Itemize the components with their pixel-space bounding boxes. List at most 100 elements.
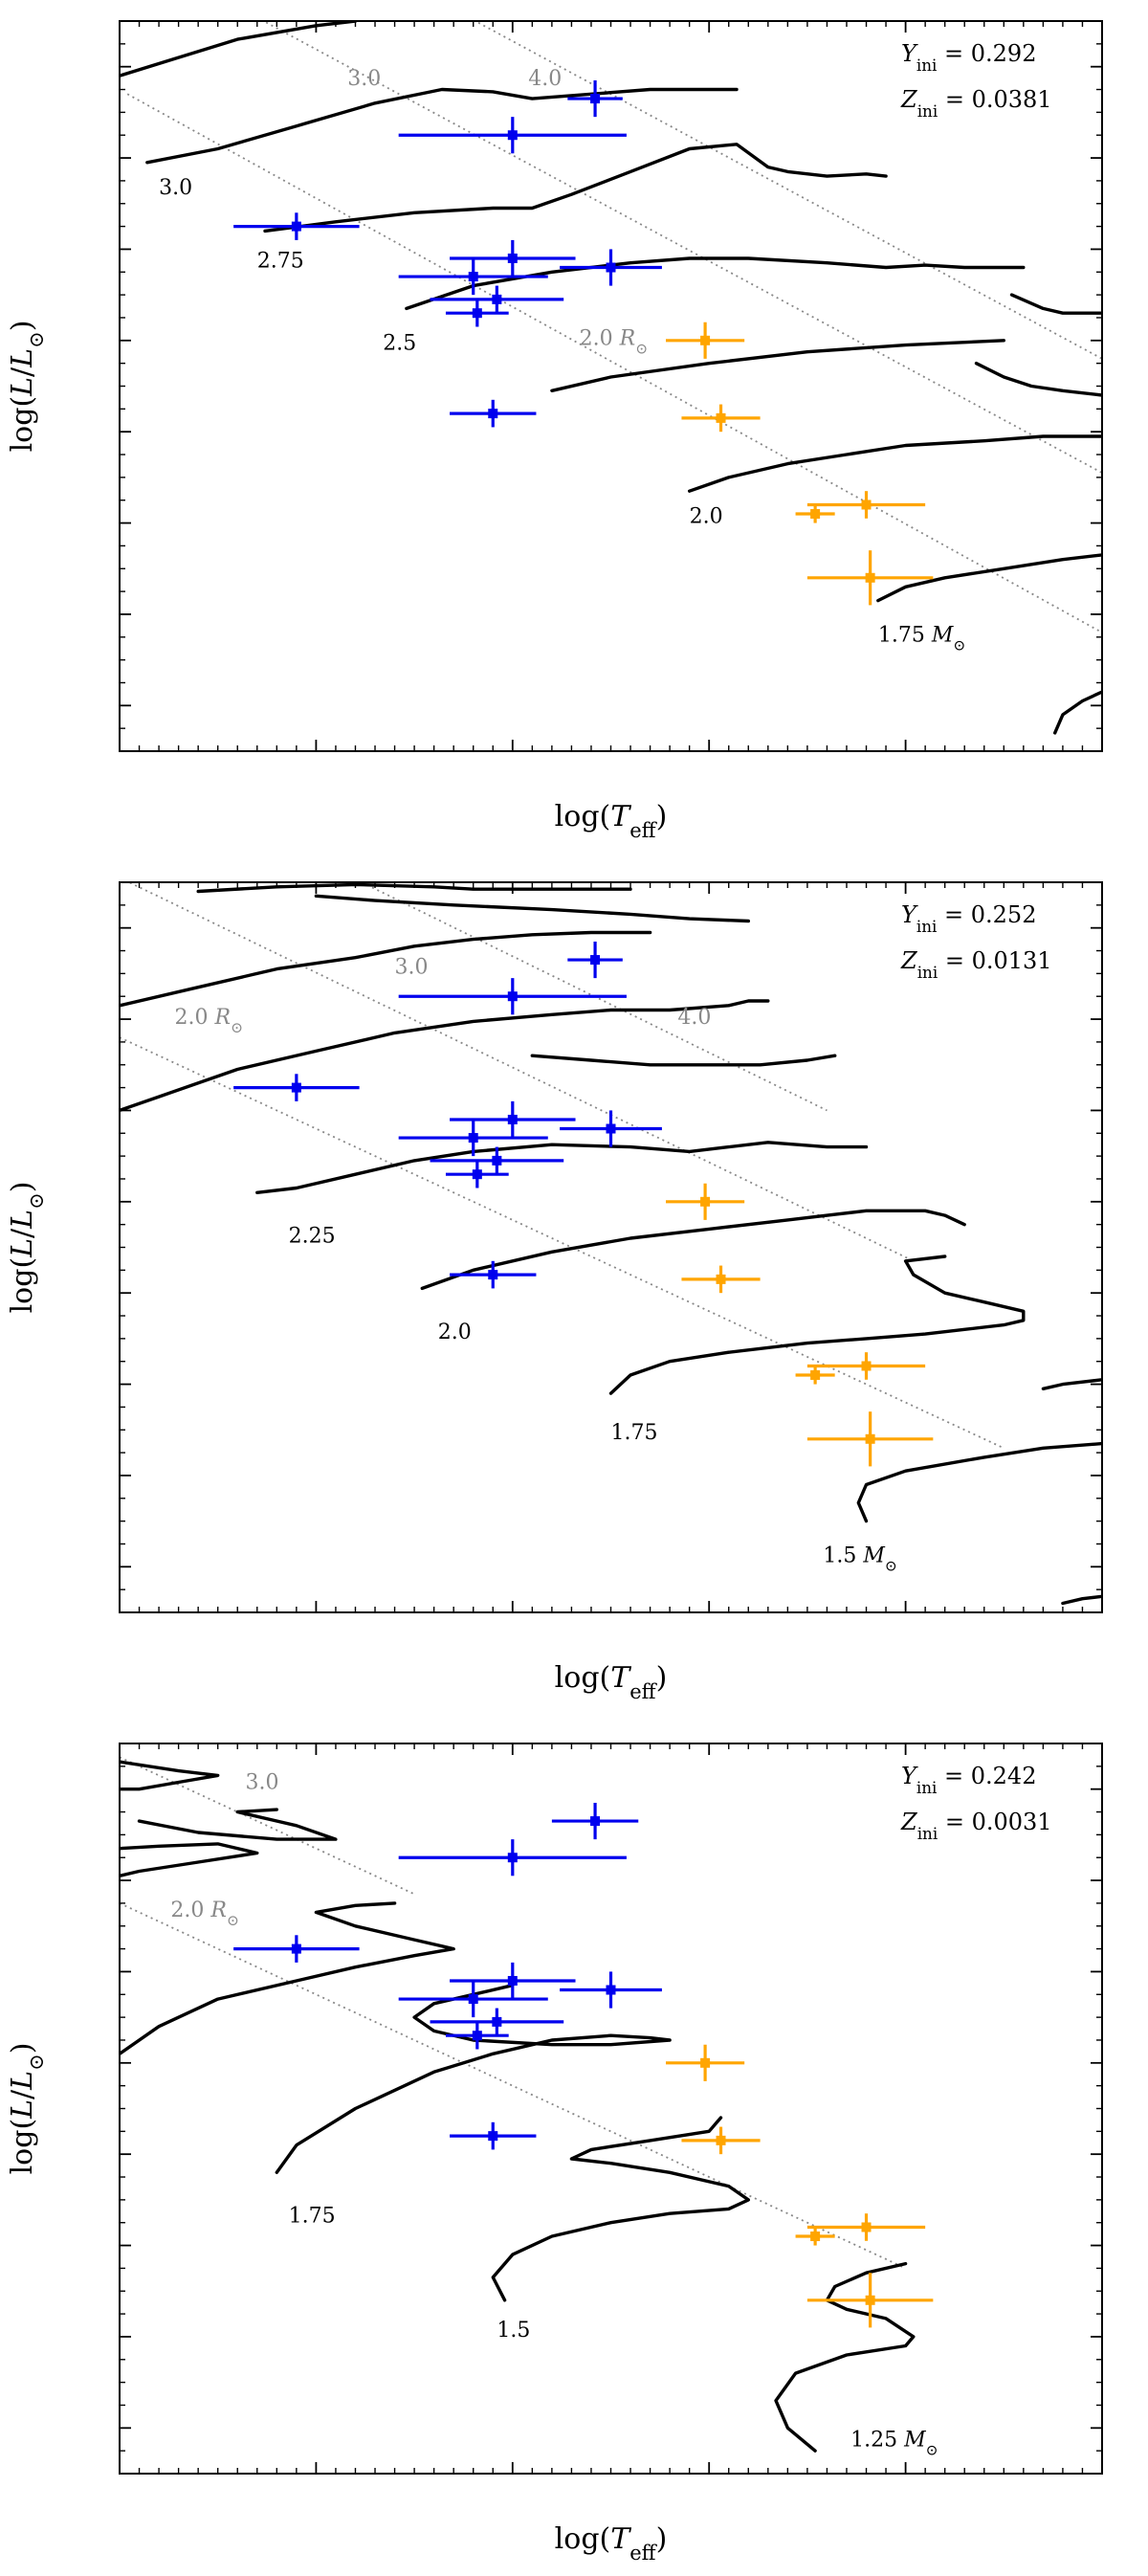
y-axis-label: log(L/L⊙) bbox=[6, 2043, 48, 2175]
blue-data-point bbox=[567, 941, 623, 979]
blue-data-point bbox=[445, 2021, 509, 2050]
radius-label: 3.0 bbox=[245, 1771, 278, 1795]
point-marker bbox=[507, 130, 518, 141]
point-marker bbox=[606, 1985, 616, 1995]
blue-data-point bbox=[450, 1100, 576, 1139]
orange-data-point bbox=[666, 322, 745, 359]
evolutionary-track bbox=[120, 999, 770, 1113]
blue-data-point bbox=[398, 1839, 627, 1876]
point-marker bbox=[488, 2131, 498, 2142]
radius-label: 3.0 bbox=[347, 67, 381, 91]
track-label: 2.0 bbox=[438, 1321, 472, 1344]
blue-data-point bbox=[233, 1074, 360, 1101]
point-marker bbox=[810, 2232, 821, 2242]
track-label: 2.25 bbox=[289, 1225, 336, 1249]
legend-z-ini: Zini = 0.0131 bbox=[900, 947, 1052, 982]
point-marker bbox=[810, 509, 821, 520]
blue-data-point bbox=[233, 212, 360, 240]
evolutionary-track bbox=[876, 553, 1102, 603]
hr-panel-3: 2.0 R⊙ 3.0 1.75 1.5 1.25 M⊙ log(Teff) log(L/L⊙… bbox=[6, 1743, 1103, 2565]
legend-z-ini: Zini = 0.0031 bbox=[900, 1809, 1052, 1843]
point-marker bbox=[716, 2135, 726, 2145]
evolutionary-track bbox=[120, 1760, 220, 1791]
point-marker bbox=[590, 94, 601, 104]
radius-line bbox=[120, 1756, 415, 1896]
track-label: 1.75 bbox=[289, 2205, 336, 2229]
evolutionary-track bbox=[550, 339, 1005, 392]
evolutionary-track bbox=[120, 930, 652, 1008]
point-marker bbox=[700, 2057, 711, 2068]
point-marker bbox=[492, 2016, 502, 2027]
orange-data-point bbox=[806, 491, 926, 519]
y-axis-label: log(L/L⊙) bbox=[6, 321, 48, 453]
track-label: 1.75 M⊙ bbox=[878, 624, 965, 655]
track-label: 1.75 bbox=[611, 1421, 658, 1445]
blue-data-point bbox=[430, 1146, 564, 1175]
point-marker bbox=[716, 1274, 726, 1284]
point-marker bbox=[700, 335, 711, 345]
evolutionary-track bbox=[120, 1842, 259, 1877]
track-label: 2.5 bbox=[383, 331, 416, 355]
evolutionary-track bbox=[530, 1054, 837, 1067]
evolutionary-track bbox=[420, 1209, 966, 1291]
x-axis-label: log(Teff) bbox=[555, 1661, 668, 1703]
blue-data-point bbox=[398, 117, 627, 154]
blue-data-point bbox=[567, 79, 623, 118]
orange-data-point bbox=[795, 1366, 835, 1385]
orange-data-point bbox=[681, 1265, 761, 1294]
y-axis-label: log(L/L⊙) bbox=[6, 1182, 48, 1314]
radius-label: 2.0 R⊙ bbox=[170, 1899, 238, 1929]
point-marker bbox=[865, 1433, 875, 1444]
evolutionary-track bbox=[145, 87, 739, 165]
radius-label: 2.0 R⊙ bbox=[175, 1006, 243, 1036]
plot-frame bbox=[119, 1743, 1103, 2475]
evolutionary-track bbox=[1041, 1378, 1102, 1390]
point-marker bbox=[700, 1196, 711, 1207]
orange-data-point bbox=[666, 1183, 745, 1220]
evolutionary-track bbox=[608, 1255, 1026, 1395]
radius-label: 3.0 bbox=[395, 955, 429, 979]
point-marker bbox=[507, 1114, 518, 1124]
point-marker bbox=[590, 1816, 601, 1827]
blue-data-point bbox=[450, 239, 576, 278]
x-axis-label: log(Teff) bbox=[555, 800, 668, 842]
point-marker bbox=[590, 955, 601, 966]
point-marker bbox=[810, 1370, 821, 1381]
evolutionary-track bbox=[137, 1808, 338, 1841]
blue-data-point bbox=[430, 2008, 564, 2036]
blue-data-point bbox=[450, 1962, 576, 2000]
orange-data-point bbox=[681, 404, 761, 433]
point-marker bbox=[291, 1082, 301, 1093]
orange-data-point bbox=[681, 2126, 761, 2155]
radius-label: 2.0 R⊙ bbox=[580, 327, 648, 358]
point-marker bbox=[606, 262, 616, 273]
blue-data-point bbox=[560, 249, 662, 286]
evolutionary-track bbox=[314, 894, 750, 923]
blue-data-point bbox=[398, 1119, 548, 1157]
evolutionary-track bbox=[1061, 1594, 1102, 1606]
point-marker bbox=[861, 1361, 872, 1371]
track-label: 2.75 bbox=[257, 250, 304, 274]
evolutionary-track bbox=[856, 1441, 1102, 1523]
evolutionary-track bbox=[491, 2116, 750, 2302]
track-label: 3.0 bbox=[159, 176, 192, 200]
orange-data-point bbox=[806, 2213, 926, 2241]
evolutionary-track bbox=[263, 143, 888, 233]
point-marker bbox=[468, 1994, 478, 2005]
point-marker bbox=[507, 1975, 518, 1986]
blue-data-point bbox=[233, 1935, 360, 1963]
track-label: 1.25 M⊙ bbox=[850, 2428, 938, 2458]
blue-data-point bbox=[430, 285, 564, 314]
point-marker bbox=[507, 1853, 518, 1863]
point-marker bbox=[861, 500, 872, 510]
radius-label: 4.0 bbox=[677, 1006, 711, 1030]
track-label: 2.0 bbox=[690, 505, 723, 529]
legend-y-ini: Yini = 0.252 bbox=[901, 901, 1036, 936]
point-marker bbox=[865, 2295, 875, 2305]
point-marker bbox=[507, 991, 518, 1002]
orange-data-point bbox=[795, 2227, 835, 2246]
point-marker bbox=[472, 308, 482, 319]
point-marker bbox=[488, 1270, 498, 1280]
legend-z-ini: Zini = 0.0381 bbox=[900, 86, 1052, 121]
